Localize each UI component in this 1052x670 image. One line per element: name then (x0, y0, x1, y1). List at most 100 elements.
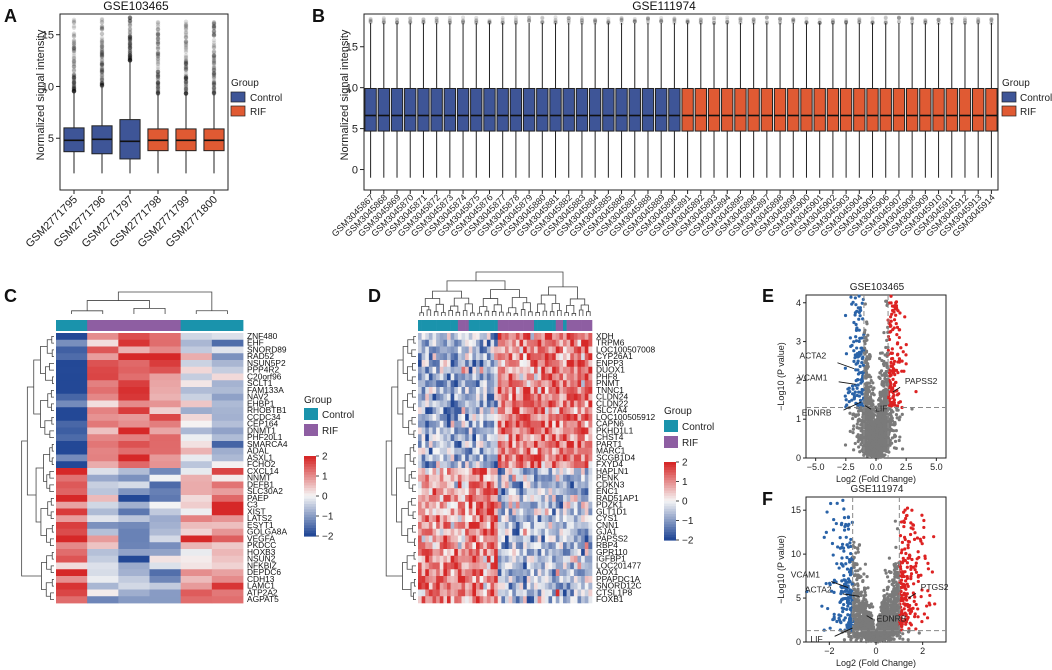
outlier-point (71, 45, 77, 51)
dendrogram-branch (409, 447, 414, 462)
heatmap-cell (421, 339, 426, 347)
volcano-point (893, 439, 898, 443)
heatmap-cell (436, 562, 441, 570)
heatmap-cell (472, 393, 477, 401)
heatmap-cell (548, 366, 553, 374)
heatmap-cell (515, 441, 520, 449)
outlier-point (71, 45, 77, 50)
heatmap-cell (443, 414, 448, 422)
heatmap-cell (56, 414, 88, 422)
heatmap-cell (436, 339, 441, 347)
heatmap-cell (555, 380, 560, 388)
heatmap-cell (515, 454, 520, 462)
heatmap-cell (180, 333, 213, 341)
outlier-point (99, 23, 105, 29)
heatmap-cell (443, 515, 448, 523)
heatmap-cell (428, 481, 433, 489)
heatmap-cell (548, 353, 553, 361)
heatmap-cell (552, 353, 557, 361)
heatmap-cell (512, 387, 517, 395)
heatmap-cell (523, 528, 528, 536)
outlier-point (71, 89, 77, 94)
heatmap-cell (425, 427, 430, 435)
volcano-point (864, 349, 869, 353)
heatmap-cell (523, 387, 528, 395)
heatmap-cell (472, 400, 477, 408)
heatmap-cell (530, 353, 535, 361)
heatmap-cell (537, 387, 542, 395)
outlier-point (71, 80, 77, 85)
heatmap-cell (118, 576, 150, 584)
heatmap-cell (486, 333, 491, 341)
heatmap-cell (494, 468, 499, 476)
volcano-point (889, 294, 893, 298)
heatmap-cell (552, 508, 557, 516)
heatmap-cell (544, 589, 549, 597)
heatmap-cell (476, 393, 480, 401)
outlier-point (155, 69, 161, 75)
outlier-point (99, 41, 105, 46)
outlier-point (127, 50, 133, 56)
heatmap-cell (425, 569, 430, 577)
outlier-point (155, 22, 161, 27)
heatmap-cell (436, 427, 441, 435)
heatmap-cell (548, 555, 553, 563)
group-bar-cell (490, 320, 495, 331)
heatmap-cell (501, 366, 506, 374)
heatmap-cell (552, 555, 557, 563)
heatmap-cell (555, 414, 560, 422)
heatmap-cell (149, 380, 182, 388)
heatmap-cell (443, 400, 448, 408)
heatmap-cell (555, 542, 560, 550)
heatmap-cell (472, 569, 477, 577)
heatmap-cell (581, 528, 586, 536)
volcano-point (857, 445, 861, 449)
heatmap-cell (56, 555, 88, 563)
heatmap-cell (418, 549, 422, 557)
outlier-point (155, 81, 161, 86)
panel-label-a: A (4, 6, 17, 26)
heatmap-cell (149, 488, 182, 496)
heatmap-cell (508, 360, 513, 368)
heatmap-cell (563, 522, 567, 530)
heatmap-cell (519, 488, 524, 496)
heatmap-cell (537, 474, 542, 482)
outlier-point (211, 67, 217, 72)
heatmap-cell (490, 596, 495, 604)
heatmap-cell (425, 333, 430, 341)
heatmap-cell (476, 447, 480, 455)
heatmap-cell (541, 333, 546, 341)
outlier-point (99, 20, 105, 25)
dendrogram-branch (49, 484, 54, 493)
outlier-point (155, 80, 161, 85)
heatmap-cell (486, 346, 491, 354)
heatmap-cell (555, 454, 560, 462)
box-GSM3045902 (826, 87, 840, 132)
heatmap-cell (428, 522, 433, 530)
heatmap-cell (447, 441, 451, 449)
outlier-point (155, 53, 161, 59)
heatmap-cell (563, 454, 567, 462)
outlier-point (155, 76, 161, 81)
heatmap-cell (570, 528, 575, 536)
heatmap-cell (465, 380, 470, 388)
heatmap-cell (515, 515, 520, 523)
heatmap-cell (425, 582, 430, 590)
heatmap-cell (577, 373, 582, 381)
outlier-point (127, 40, 133, 46)
heatmap-cell (211, 522, 244, 530)
heatmap-cell (515, 360, 520, 368)
heatmap-cell (56, 447, 88, 455)
outlier-point (71, 89, 77, 94)
heatmap-cell (439, 373, 444, 381)
heatmap-cell (566, 555, 571, 563)
heatmap-cell (486, 576, 491, 584)
heatmap-cell (479, 589, 484, 597)
heatmap-cell (447, 481, 451, 489)
heatmap-cell (563, 353, 567, 361)
panel-label-d: D (368, 286, 381, 306)
outlier-point (99, 62, 105, 67)
heatmap-cell (534, 434, 538, 442)
heatmap-cell (548, 447, 553, 455)
heatmap-cell (490, 461, 495, 469)
